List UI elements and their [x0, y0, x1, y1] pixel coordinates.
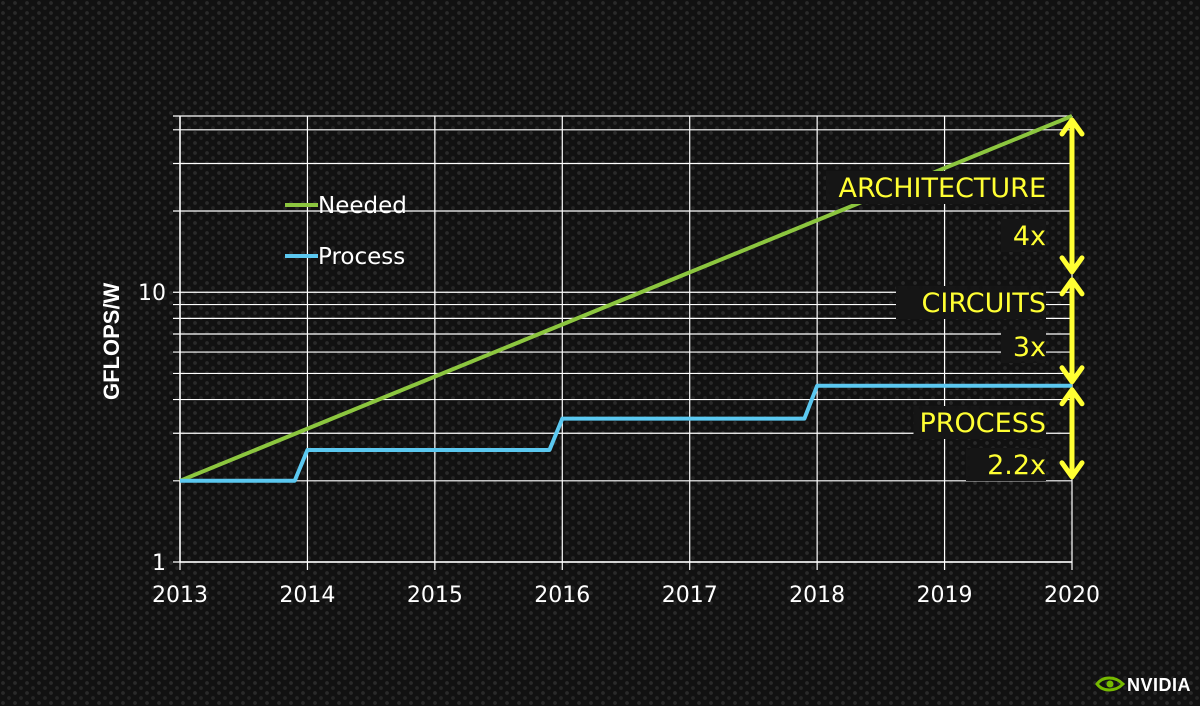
x-tick-label: 2013	[152, 583, 208, 608]
nvidia-logo: NVIDIA	[1095, 675, 1191, 695]
x-tick-label: 2015	[407, 583, 463, 608]
annotation-arrow-head-down	[1059, 255, 1085, 275]
x-tick-label: 2020	[1044, 583, 1100, 608]
nvidia-logo-text: NVIDIA	[1127, 675, 1191, 695]
annotation-label: PROCESS	[920, 408, 1046, 439]
legend: Needed Process	[285, 193, 407, 270]
annotation-arrow-head-down	[1059, 460, 1085, 480]
nvidia-eye-icon	[1095, 676, 1126, 692]
legend-label-process: Process	[318, 244, 405, 270]
y-tick-label: 10	[138, 281, 166, 306]
grid	[173, 115, 1073, 570]
y-tick-label: 1	[152, 551, 166, 576]
x-tick-label: 2014	[279, 583, 335, 608]
x-tick-label: 2019	[917, 583, 973, 608]
annotation-label: 3x	[1013, 332, 1046, 363]
annotation-label: ARCHITECTURE	[839, 173, 1046, 204]
annotation-label-bg	[896, 286, 1046, 319]
annotation-arrow-head-up	[1059, 117, 1085, 137]
annotation-label-bg	[1001, 330, 1046, 363]
annotation-label-bg	[826, 171, 1046, 204]
x-tick-label: 2016	[534, 583, 590, 608]
annotation-label-bg	[966, 448, 1046, 481]
annotation-arrow-head-up	[1059, 277, 1085, 297]
x-tick-label: 2018	[789, 583, 845, 608]
series-process-line	[180, 383, 1072, 483]
annotation-label-bg	[913, 406, 1046, 439]
legend-label-needed: Needed	[318, 193, 407, 219]
axes: 2013 2014 2015 2016 2017 2018 2019 2020 1 10	[138, 116, 1100, 608]
annotation-arrow-head-down	[1059, 365, 1085, 385]
annotation-label: CIRCUITS	[922, 288, 1046, 319]
annotation-label-bg	[1001, 219, 1046, 252]
annotation-label: 4x	[1013, 221, 1046, 252]
annotation-label: 2.2x	[987, 450, 1046, 481]
annotation-arrow-head-up	[1059, 387, 1085, 407]
y-axis-label: GFLOPS/W	[99, 282, 124, 400]
x-tick-label: 2017	[662, 583, 718, 608]
annotations: ARCHITECTURE 4x CIRCUITS 3x PROCESS 2.2x	[826, 117, 1085, 481]
